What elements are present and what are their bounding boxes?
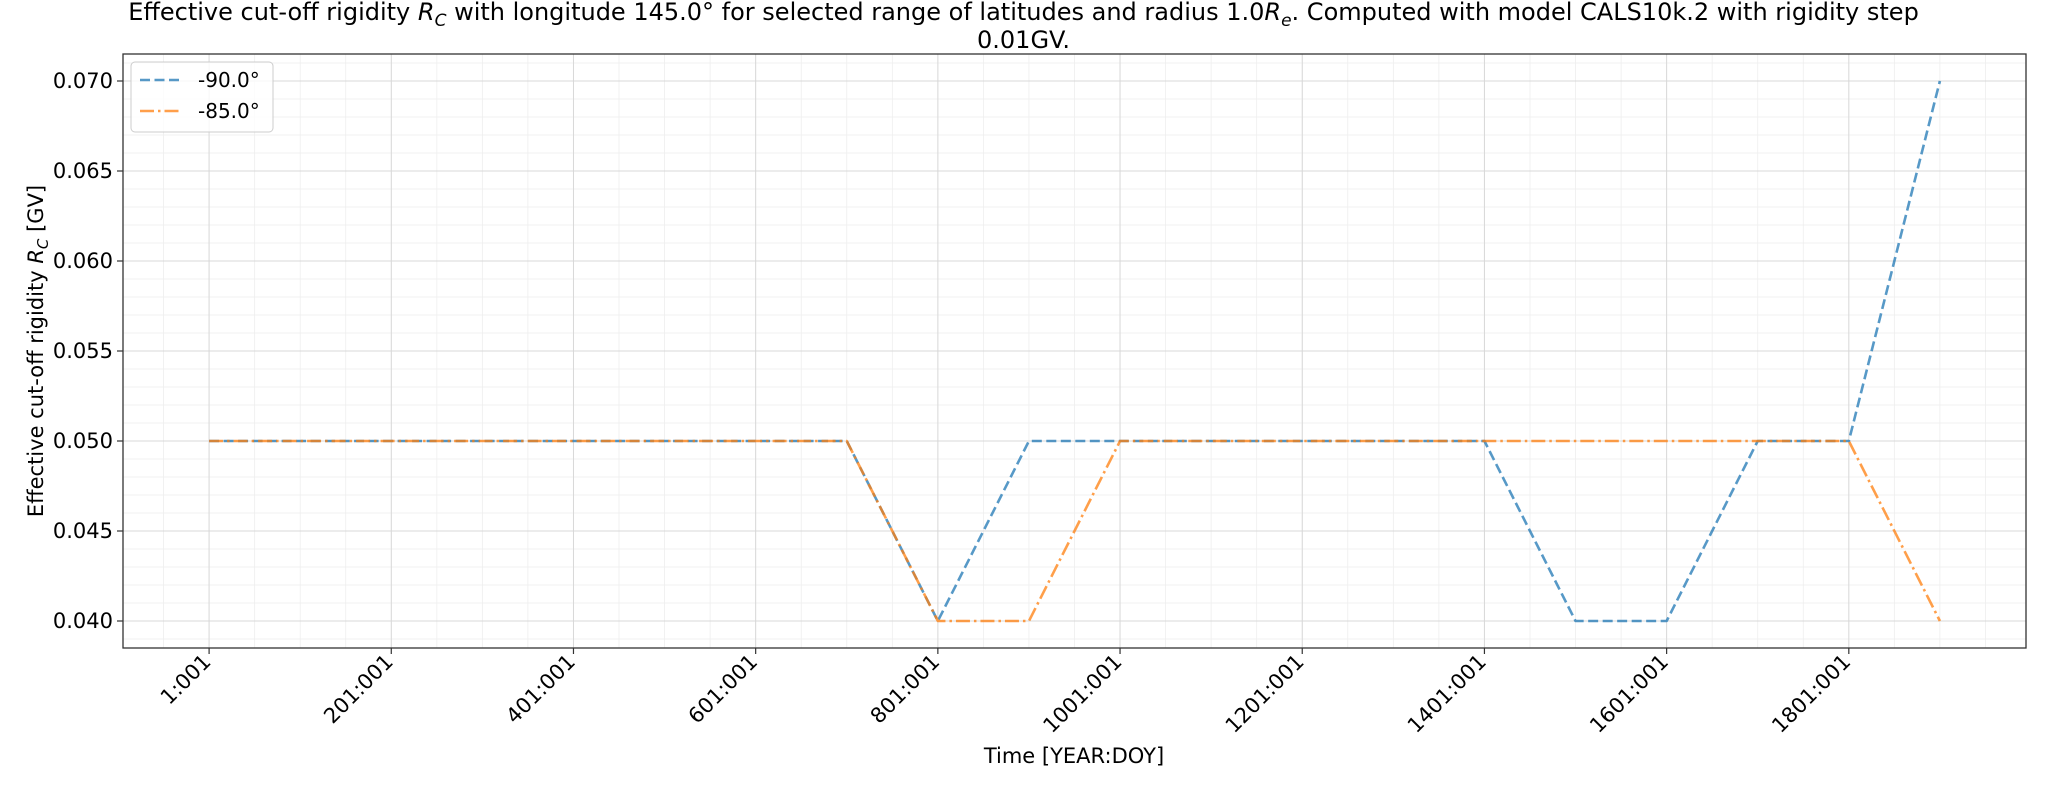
x-axis-ticks: 1:001 201:001 401:001 601:001 801:001 1001:00…	[156, 648, 1855, 738]
x-tick-label: 1001:001	[1038, 650, 1126, 738]
x-tick-label: 201:001	[319, 650, 398, 729]
y-tick-label: 0.045	[53, 519, 113, 543]
legend-label-series-1: -90.0°	[198, 68, 260, 92]
x-tick-label: 1:001	[156, 650, 216, 710]
series-layer	[209, 80, 1942, 623]
x-tick-label: 601:001	[684, 650, 763, 729]
y-tick-label: 0.065	[53, 159, 113, 183]
y-tick-label: 0.055	[53, 339, 113, 363]
legend: -90.0° -85.0°	[130, 61, 274, 133]
series-line-1	[209, 80, 1942, 623]
x-tick-label: 1401:001	[1403, 650, 1491, 738]
series-line-2	[209, 439, 1942, 623]
y-tick-label: 0.070	[53, 69, 113, 93]
y-axis-label: Effective cut-off rigidity RC [GV]	[24, 185, 52, 517]
legend-box	[130, 61, 274, 133]
chart-title-line-1: Effective cut-off rigidity RC with longi…	[128, 0, 1919, 31]
x-axis-label: Time [YEAR:DOY]	[983, 744, 1164, 768]
y-tick-label: 0.060	[53, 249, 113, 273]
x-tick-label: 1801:001	[1767, 650, 1855, 738]
y-axis-ticks: 0.040 0.045 0.050 0.055 0.060 0.065 0.070	[53, 69, 123, 633]
chart-title-line-2: 0.01GV.	[977, 26, 1070, 54]
legend-label-series-2: -85.0°	[198, 99, 260, 123]
x-tick-label: 401:001	[501, 650, 580, 729]
x-tick-label: 1601:001	[1585, 650, 1673, 738]
x-tick-label: 1201:001	[1221, 650, 1309, 738]
x-tick-label: 801:001	[866, 650, 945, 729]
y-tick-label: 0.040	[53, 609, 113, 633]
y-tick-label: 0.050	[53, 429, 113, 453]
